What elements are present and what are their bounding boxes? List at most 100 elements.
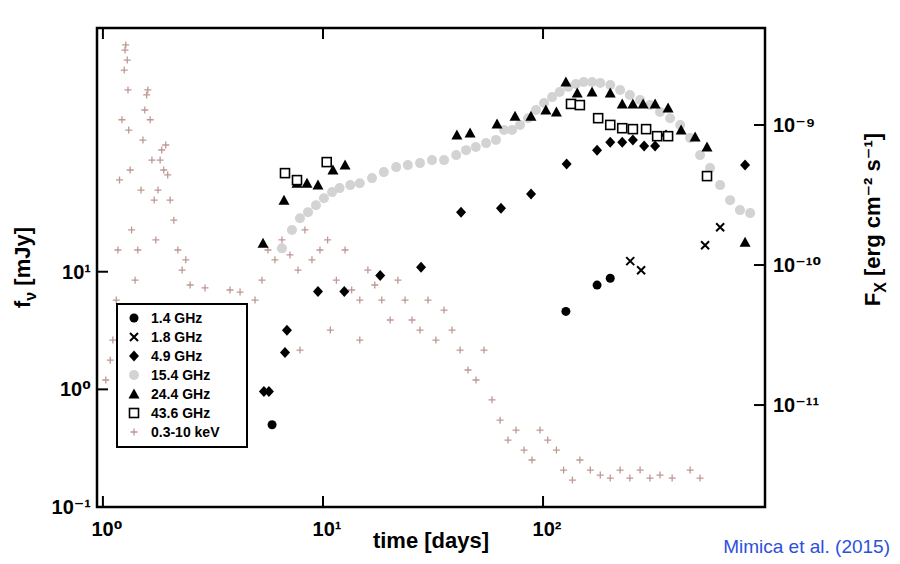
point xyxy=(695,150,705,160)
point xyxy=(287,225,297,235)
point xyxy=(642,125,651,134)
point xyxy=(174,247,181,254)
point xyxy=(319,193,329,203)
point xyxy=(587,467,594,474)
point xyxy=(311,200,321,210)
legend-label: 1.8 GHz xyxy=(151,329,202,345)
label-part: [erg cm⁻² s⁻¹] xyxy=(860,133,885,282)
point xyxy=(665,113,675,123)
y-tick xyxy=(97,388,108,390)
point xyxy=(367,173,377,183)
legend-marker xyxy=(130,409,139,418)
point xyxy=(271,256,278,263)
point xyxy=(162,141,169,148)
series-3 xyxy=(277,77,755,253)
point xyxy=(278,195,289,205)
point xyxy=(488,396,495,403)
point xyxy=(626,257,634,265)
legend-label: 4.9 GHz xyxy=(151,348,202,364)
legend: 1.4 GHz1.8 GHz4.9 GHz15.4 GHz24.4 GHz43.… xyxy=(117,304,247,447)
point xyxy=(628,125,637,134)
point xyxy=(415,158,425,168)
point xyxy=(740,237,751,247)
point xyxy=(348,287,355,294)
point xyxy=(597,472,604,479)
point xyxy=(540,105,551,115)
point xyxy=(593,281,602,290)
point xyxy=(456,207,466,218)
point xyxy=(124,57,131,64)
point xyxy=(340,160,351,170)
point xyxy=(202,284,209,291)
point xyxy=(127,167,134,174)
point xyxy=(615,85,625,95)
point xyxy=(164,171,171,178)
point xyxy=(109,337,116,344)
point xyxy=(122,47,129,54)
point xyxy=(141,106,148,113)
point xyxy=(138,187,145,194)
point xyxy=(461,145,471,155)
point xyxy=(637,266,645,274)
point xyxy=(544,437,551,444)
point xyxy=(617,98,628,108)
point xyxy=(510,111,521,121)
point xyxy=(701,241,709,249)
series-2 xyxy=(259,130,750,397)
point xyxy=(525,111,536,121)
legend-label: 1.4 GHz xyxy=(151,310,202,326)
point xyxy=(277,243,287,253)
series-0 xyxy=(268,274,615,430)
series-5 xyxy=(280,99,711,184)
point xyxy=(301,178,312,188)
legend-label: 15.4 GHz xyxy=(151,367,210,383)
point xyxy=(497,417,504,424)
point xyxy=(576,457,583,464)
point xyxy=(669,475,676,482)
point xyxy=(457,347,464,354)
point xyxy=(182,256,189,263)
point xyxy=(716,223,724,231)
y2-axis-label: FX [erg cm⁻² s⁻¹] xyxy=(860,133,889,306)
legend-label: 0.3-10 keV xyxy=(151,424,220,440)
point xyxy=(356,337,363,344)
point xyxy=(125,127,132,134)
point xyxy=(606,120,615,129)
point xyxy=(139,137,146,144)
x-tick-label: 10¹ xyxy=(313,518,342,540)
point xyxy=(122,41,129,48)
y2-tick-label: 10⁻⁹ xyxy=(773,114,815,136)
point xyxy=(432,337,439,344)
y-tick-label: 10⁻¹ xyxy=(52,496,92,518)
x-tick-label: 10² xyxy=(533,518,562,540)
point xyxy=(427,155,437,165)
point xyxy=(417,327,424,334)
point xyxy=(657,472,664,479)
legend-marker xyxy=(129,370,139,380)
point xyxy=(160,167,167,174)
point xyxy=(627,98,638,108)
point xyxy=(491,135,501,145)
point xyxy=(492,119,503,129)
plot-frame xyxy=(97,28,765,507)
point xyxy=(335,183,345,193)
point xyxy=(143,91,150,98)
point xyxy=(537,427,544,434)
point xyxy=(594,114,603,123)
point xyxy=(295,213,305,223)
point xyxy=(114,247,121,254)
point xyxy=(278,236,285,243)
point xyxy=(339,286,349,297)
point xyxy=(355,178,365,188)
label-part: [mJy] xyxy=(10,227,35,292)
point xyxy=(280,347,290,358)
point xyxy=(371,282,378,289)
point xyxy=(416,262,426,273)
point xyxy=(646,475,653,482)
point xyxy=(345,180,355,190)
point xyxy=(587,87,598,97)
point xyxy=(268,420,277,429)
point xyxy=(402,297,409,304)
point xyxy=(606,274,615,283)
point xyxy=(308,256,315,263)
